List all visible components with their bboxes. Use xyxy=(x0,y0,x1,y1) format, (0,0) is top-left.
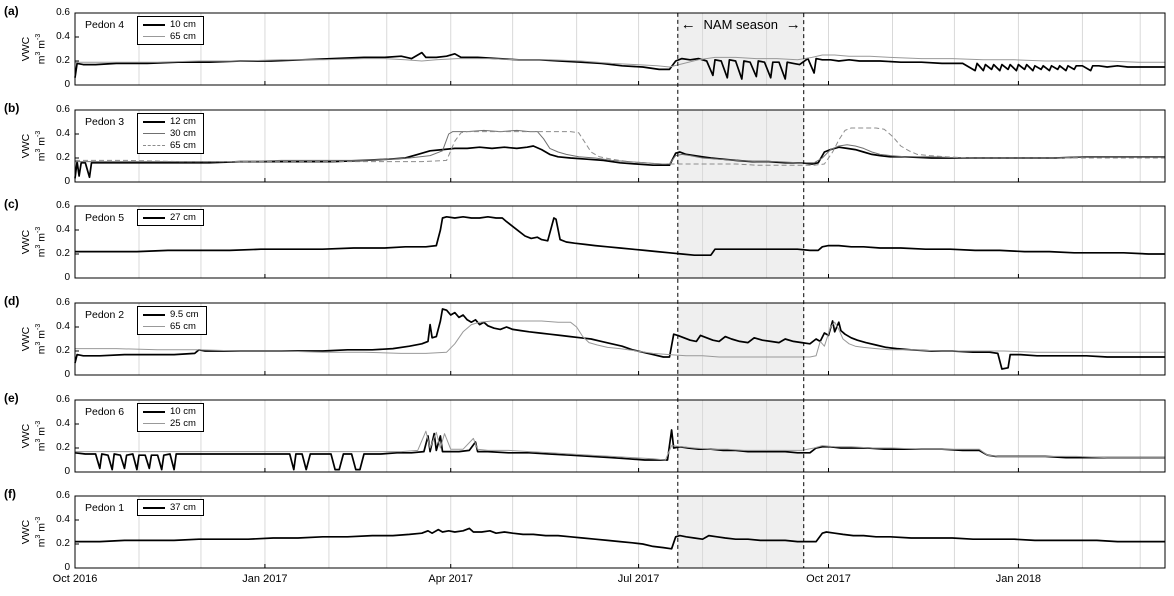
nam-season-shade xyxy=(677,400,804,472)
panel-frame xyxy=(74,302,1166,376)
series-line-30-cm xyxy=(75,129,1165,165)
series-line-10-cm xyxy=(74,51,1165,80)
nam-season-shade xyxy=(677,496,804,568)
series-line-9-5-cm xyxy=(74,308,1165,370)
nam-season-shade xyxy=(677,110,804,182)
series-line-65-cm xyxy=(75,127,1165,166)
panel-frame xyxy=(74,12,1166,86)
nam-season-shade xyxy=(677,206,804,278)
series-line-12-cm xyxy=(74,145,1165,179)
series-line-10-cm xyxy=(74,429,1165,471)
series-line-65-cm xyxy=(75,54,1165,68)
series-line-65-cm xyxy=(75,320,1165,358)
panel-frame xyxy=(74,495,1166,569)
panel-frame xyxy=(74,109,1166,183)
series-line-27-cm xyxy=(75,215,1165,257)
series-line-25-cm xyxy=(75,430,1165,461)
panel-frame xyxy=(74,205,1166,279)
series-line-37-cm xyxy=(75,527,1165,550)
panel-frame xyxy=(74,399,1166,473)
nam-season-outline xyxy=(677,12,805,569)
